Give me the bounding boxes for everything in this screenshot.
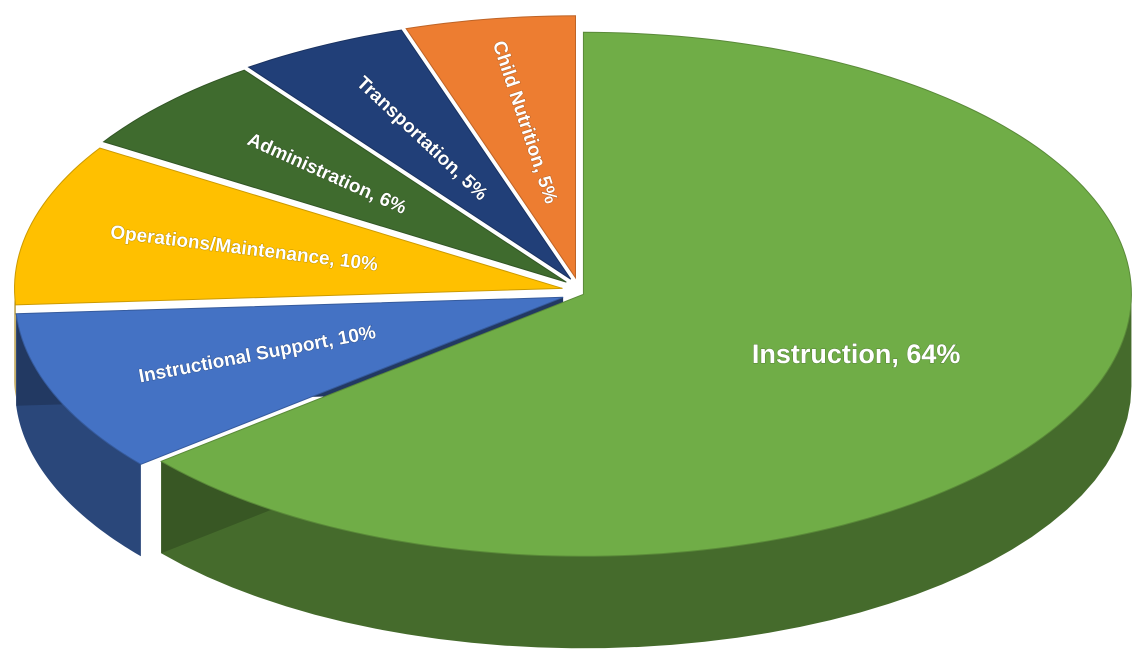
slice-wall [16,313,141,557]
slice-wall [161,294,1132,649]
slice-wall [14,288,16,397]
slice-tops [14,15,1132,557]
slice [15,296,564,465]
slice [102,69,567,283]
slice [405,15,576,280]
slice [14,147,563,306]
slice [247,29,572,280]
slice [160,31,1132,557]
data-label: Instruction, 64% [752,339,961,369]
